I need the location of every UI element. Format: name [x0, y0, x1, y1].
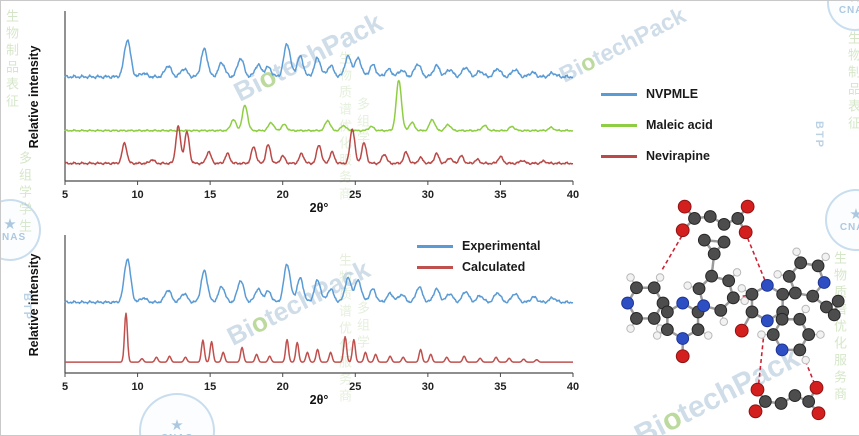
star-icon: ★ — [3, 216, 17, 233]
svg-text:15: 15 — [204, 381, 216, 393]
svg-text:2θ°: 2θ° — [310, 393, 329, 407]
svg-text:30: 30 — [422, 381, 434, 393]
legend-label: Maleic acid — [646, 118, 713, 132]
legend-swatch — [417, 244, 453, 248]
legend-item: Nevirapine — [601, 149, 713, 163]
star-icon: ★ — [170, 417, 184, 434]
svg-text:20: 20 — [277, 189, 289, 201]
legend-item: Calculated — [417, 260, 541, 274]
svg-text:5: 5 — [62, 381, 68, 393]
legend-swatch — [601, 92, 637, 96]
svg-text:10: 10 — [131, 189, 143, 201]
svg-text:10: 10 — [131, 381, 143, 393]
svg-text:Relative intensity: Relative intensity — [27, 254, 41, 357]
legend-label: Nevirapine — [646, 149, 710, 163]
star-icon: ★ — [848, 1, 859, 5]
svg-text:25: 25 — [349, 381, 361, 393]
legend-bottom: Experimental Calculated — [417, 239, 541, 281]
xrd-refinement-chart: 5 10 15 20 25 30 35 40 2θ° Relative intensity — [27, 235, 579, 407]
legend-swatch — [601, 154, 637, 158]
svg-text:35: 35 — [494, 189, 506, 201]
svg-text:5: 5 — [62, 189, 68, 201]
watermark-cjk-left-1: 生物制品表征 — [4, 9, 19, 111]
watermark-btp-right: BTP — [813, 121, 825, 149]
svg-text:30: 30 — [422, 189, 434, 201]
cnas-label: CNAS — [1, 232, 27, 243]
svg-text:25: 25 — [349, 189, 361, 201]
legend-item: Experimental — [417, 239, 541, 253]
molecule-structure — [621, 199, 845, 421]
svg-text:2θ°: 2θ° — [310, 201, 329, 215]
legend-item: NVPMLE — [601, 87, 713, 101]
legend-label: Calculated — [462, 260, 526, 274]
legend-top: NVPMLE Maleic acid Nevirapine — [601, 87, 713, 180]
watermark-cnas-stamp-topright: ★ CNAS — [827, 1, 859, 31]
svg-text:40: 40 — [567, 189, 579, 201]
xrd-overlay-chart: 5 10 15 20 25 30 35 40 2θ° Relative intensity — [27, 11, 579, 215]
legend-label: Experimental — [462, 239, 541, 253]
legend-swatch — [601, 123, 637, 127]
legend-label: NVPMLE — [646, 87, 699, 101]
watermark-cjk-right-1: 生物制品表征 — [846, 31, 859, 133]
legend-item: Maleic acid — [601, 118, 713, 132]
svg-text:Relative intensity: Relative intensity — [27, 46, 41, 149]
svg-text:35: 35 — [494, 381, 506, 393]
legend-swatch — [417, 265, 453, 269]
cnas-label: CNAS — [838, 5, 859, 16]
brand-text: techPack — [587, 1, 690, 71]
svg-text:20: 20 — [277, 381, 289, 393]
svg-text:15: 15 — [204, 189, 216, 201]
svg-text:40: 40 — [567, 381, 579, 393]
